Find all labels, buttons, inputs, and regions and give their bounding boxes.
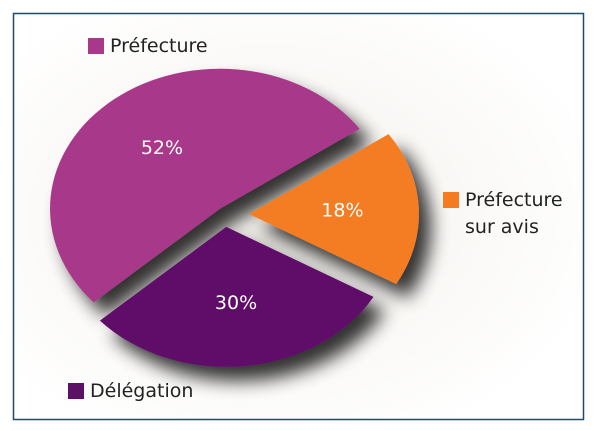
value-label: 18%	[321, 199, 363, 221]
pie-slice	[50, 68, 360, 303]
legend-item: Délégation	[68, 378, 193, 405]
value-label: 52%	[141, 137, 183, 159]
legend-label: Délégation	[90, 380, 194, 402]
legend-label: Préfecture	[110, 35, 208, 57]
legend-swatch	[68, 383, 84, 399]
legend-item: Préfecture	[88, 33, 208, 60]
legend-label: Préfecture sur avis	[465, 189, 563, 238]
legend-swatch	[88, 38, 104, 54]
value-label: 30%	[215, 292, 257, 314]
pie-slice	[248, 134, 419, 284]
legend-swatch	[443, 192, 459, 208]
pie-slice	[99, 226, 374, 367]
legend-item: Préfecture sur avis	[443, 187, 585, 241]
